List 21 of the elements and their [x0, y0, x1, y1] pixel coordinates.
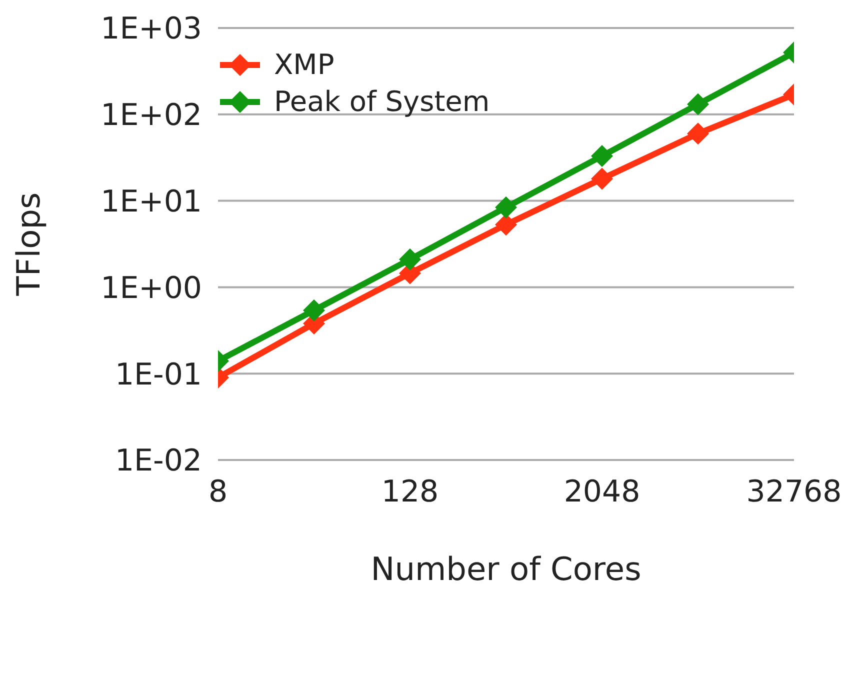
point: [303, 299, 325, 322]
y-tick-label: 1E+01: [100, 184, 202, 220]
point: [687, 122, 709, 145]
x-axis-title: Number of Cores: [370, 550, 642, 588]
y-tick-label: 1E-02: [114, 444, 202, 479]
point: [687, 93, 709, 116]
x-tick-label: 32768: [746, 474, 842, 510]
y-axis-title: TFlops: [9, 192, 48, 297]
y-tick-label: 1E+00: [100, 270, 202, 306]
x-tick-label: 2048: [564, 474, 640, 510]
y-tick-label: 1E+02: [100, 98, 202, 134]
legend-label: XMP: [274, 48, 334, 81]
point: [399, 248, 421, 270]
x-tick-label: 128: [381, 474, 439, 510]
legend-label: Peak of System: [274, 85, 490, 118]
point: [495, 196, 517, 218]
point: [591, 145, 613, 167]
y-tick-label: 1E+03: [100, 12, 202, 47]
point: [591, 168, 613, 190]
y-tick-label: 1E-01: [114, 357, 202, 392]
x-tick-label: 8: [208, 474, 228, 510]
